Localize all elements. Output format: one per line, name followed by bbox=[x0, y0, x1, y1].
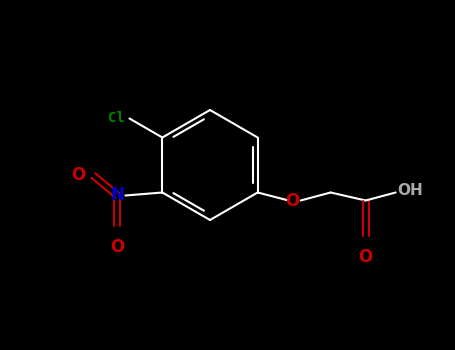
Text: N: N bbox=[111, 187, 124, 204]
Text: Cl: Cl bbox=[108, 112, 125, 126]
Text: O: O bbox=[71, 167, 86, 184]
Text: O: O bbox=[110, 238, 125, 257]
Text: O: O bbox=[285, 191, 300, 210]
Text: OH: OH bbox=[398, 183, 424, 198]
Text: O: O bbox=[359, 248, 373, 266]
